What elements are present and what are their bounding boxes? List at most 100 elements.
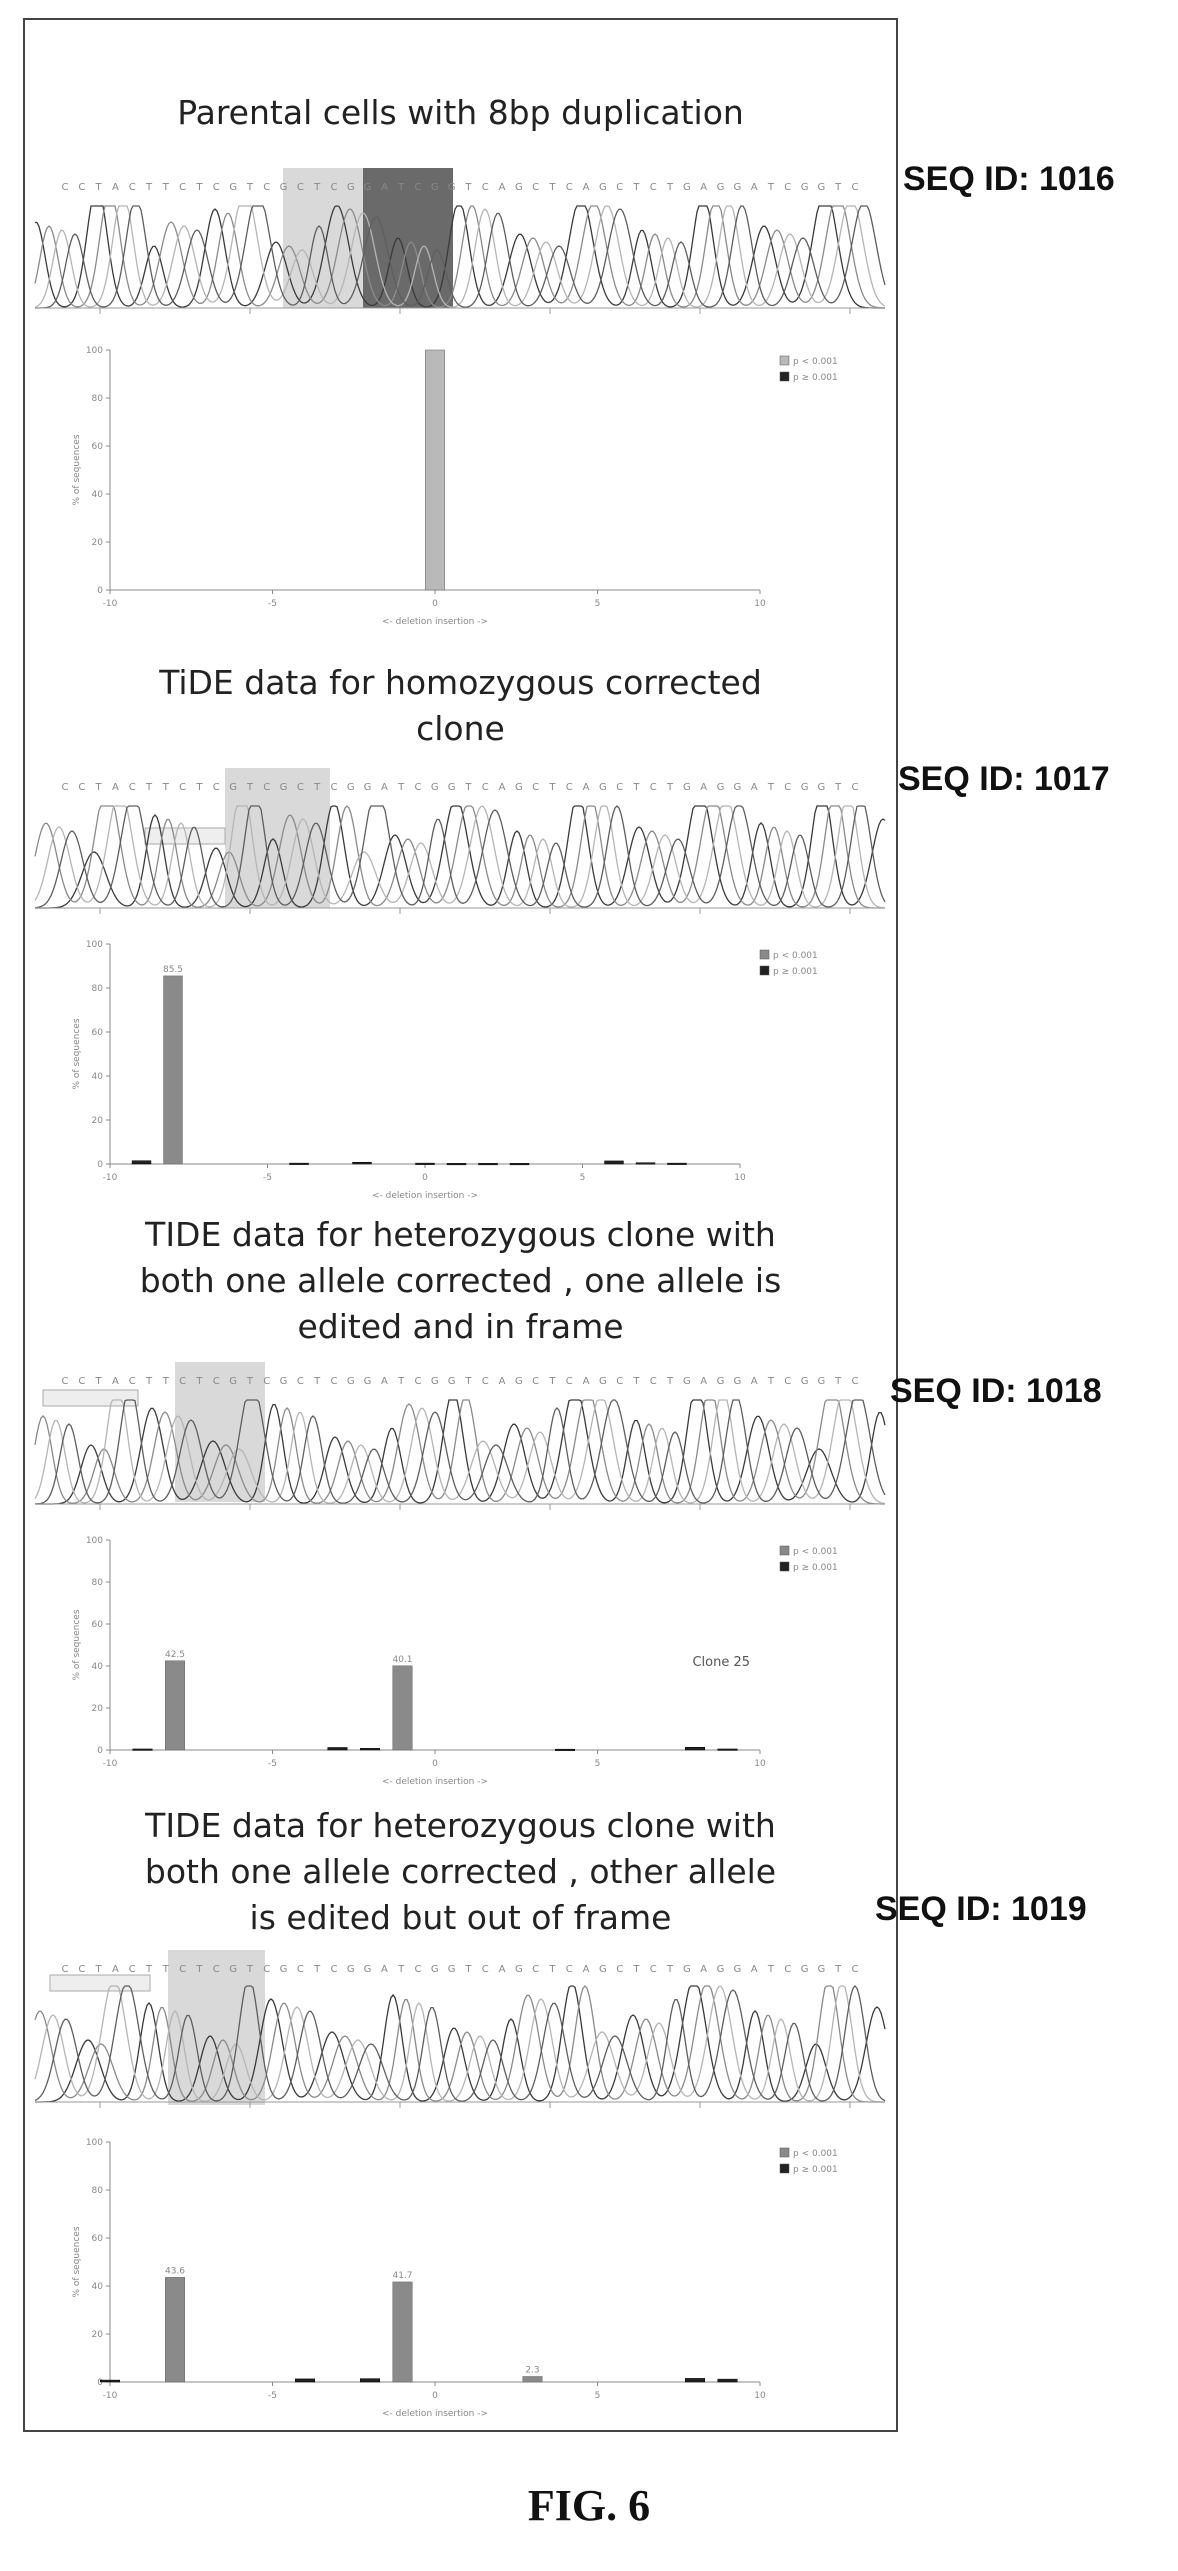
base-call: A — [751, 782, 758, 793]
base-call: G — [683, 1376, 691, 1387]
trace-highlight — [175, 1362, 265, 1502]
base-call: T — [95, 782, 103, 793]
base-call: C — [62, 782, 69, 793]
base-call: C — [330, 782, 337, 793]
base-call: G — [364, 1376, 372, 1387]
base-call: T — [666, 782, 674, 793]
y-tick-label: 80 — [92, 984, 104, 994]
panel-4-bar-chart: 0 20 40 60 80 100 -10 -5 0 5 10 <- deletion inserti… — [65, 2130, 875, 2430]
base-call: G — [717, 1376, 725, 1387]
base-call: C — [263, 182, 270, 193]
base-call: T — [162, 182, 170, 193]
base-call: C — [297, 1964, 304, 1975]
legend-label: p < 0.001 — [793, 357, 838, 367]
bar — [685, 2378, 705, 2383]
legend-label: p < 0.001 — [773, 951, 818, 961]
base-call: G — [347, 1376, 355, 1387]
y-tick-label: 100 — [86, 940, 103, 950]
base-call: G — [431, 1376, 439, 1387]
trace-line — [34, 1985, 885, 2103]
y-axis-label: % of sequences — [72, 434, 82, 505]
base-call: T — [464, 1376, 472, 1387]
y-tick-label: 80 — [92, 2186, 104, 2196]
bar — [446, 1163, 467, 1166]
base-call: C — [129, 182, 136, 193]
base-call: G — [448, 1376, 456, 1387]
base-call: A — [381, 1964, 388, 1975]
trace-highlight — [168, 1950, 265, 2105]
bar — [295, 2378, 315, 2383]
seq-id-1017: SEQ ID: 1017 — [898, 760, 1110, 798]
base-call: G — [599, 1376, 607, 1387]
panel-3-bar-chart: 0 20 40 60 80 100 -10 -5 0 5 10 <- deletion inserti… — [65, 1528, 875, 1798]
base-call: A — [583, 1376, 590, 1387]
bar — [165, 1660, 185, 1751]
base-call: G — [717, 182, 725, 193]
base-call: T — [313, 182, 321, 193]
base-call: T — [246, 1964, 254, 1975]
base-call: C — [179, 1376, 186, 1387]
trace-highlight — [283, 168, 363, 308]
base-call: T — [95, 182, 103, 193]
base-call: T — [767, 1964, 775, 1975]
bar — [478, 1163, 498, 1166]
bar-value-label: 42.5 — [165, 1650, 185, 1660]
base-call: G — [229, 1376, 237, 1387]
y-tick-label: 100 — [86, 2138, 103, 2148]
base-call: T — [246, 782, 254, 793]
x-tick-label: 0 — [432, 2391, 438, 2401]
trace-highlight — [363, 168, 453, 308]
base-call: A — [112, 1964, 119, 1975]
legend-swatch — [779, 355, 790, 366]
base-call: C — [330, 182, 337, 193]
legend-swatch — [779, 2147, 790, 2158]
y-tick-label: 80 — [92, 1578, 104, 1588]
legend-swatch — [759, 965, 770, 976]
trace-line — [35, 1399, 886, 1505]
x-tick-label: -5 — [268, 1759, 277, 1769]
base-call: G — [280, 182, 288, 193]
base-call: T — [195, 182, 203, 193]
base-call: T — [834, 1376, 842, 1387]
base-call: T — [195, 1376, 203, 1387]
base-call: G — [448, 782, 456, 793]
y-axis-label: % of sequences — [72, 2226, 82, 2297]
base-call: T — [464, 182, 472, 193]
base-call: G — [801, 1964, 809, 1975]
legend-label: p ≥ 0.001 — [773, 967, 818, 977]
base-call: A — [381, 182, 388, 193]
bar-value-label: 41.7 — [392, 2271, 412, 2281]
base-call: G — [515, 1376, 523, 1387]
legend-swatch — [779, 1545, 790, 1556]
trace-line — [35, 205, 885, 309]
base-call: G — [683, 1964, 691, 1975]
base-call: T — [548, 182, 556, 193]
base-call: G — [229, 182, 237, 193]
base-call: T — [666, 182, 674, 193]
x-tick-label: 5 — [580, 1173, 586, 1183]
y-tick-label: 40 — [92, 1662, 104, 1672]
base-call: C — [566, 1376, 573, 1387]
base-call: C — [129, 1376, 136, 1387]
base-call: G — [683, 782, 691, 793]
base-call: A — [499, 1376, 506, 1387]
base-call: C — [414, 1964, 421, 1975]
bar — [392, 1665, 413, 1751]
base-call: G — [733, 782, 741, 793]
x-tick-label: -5 — [263, 1173, 272, 1183]
y-tick-label: 40 — [92, 2282, 104, 2292]
legend-swatch — [779, 371, 790, 382]
x-tick-label: 10 — [754, 2391, 766, 2401]
y-tick-label: 0 — [97, 586, 103, 596]
panel-2-title: TiDE data for homozygous corrected clone — [159, 663, 762, 748]
base-call: C — [532, 1964, 539, 1975]
base-call: C — [566, 1964, 573, 1975]
base-call: T — [767, 182, 775, 193]
y-tick-label: 60 — [92, 442, 104, 452]
legend-label: p < 0.001 — [793, 1547, 838, 1557]
bar — [163, 975, 183, 1165]
